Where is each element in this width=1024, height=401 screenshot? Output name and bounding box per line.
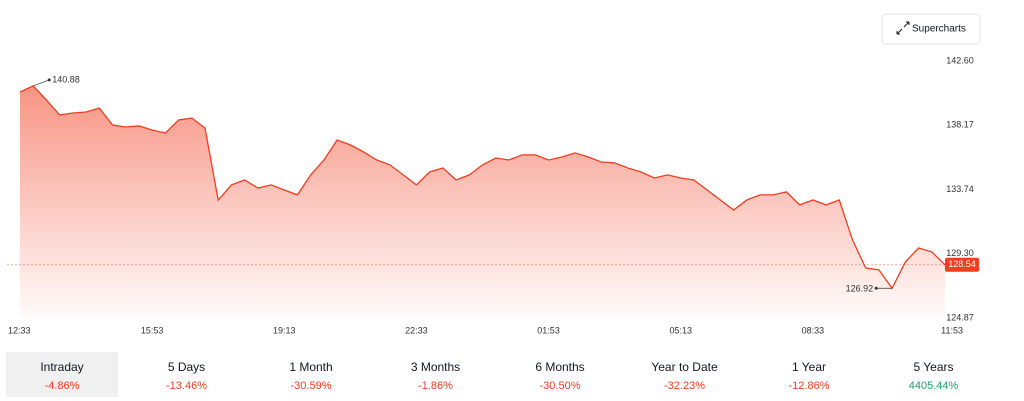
tab-label: 1 Year bbox=[792, 360, 826, 374]
x-tick-label: 22:33 bbox=[405, 325, 428, 335]
tab-change: 4405.44% bbox=[909, 380, 959, 392]
tab-change: -30.59% bbox=[291, 380, 332, 392]
x-tick-label: 12:33 bbox=[8, 325, 31, 335]
tab-change: -30.50% bbox=[540, 380, 581, 392]
tab-label: 1 Month bbox=[289, 360, 332, 374]
last-price-box bbox=[945, 257, 979, 272]
x-tick-label: 05:13 bbox=[669, 325, 692, 335]
tab-change: -13.46% bbox=[166, 380, 207, 392]
y-tick-label: 129.30 bbox=[946, 248, 974, 258]
x-tick-label: 01:53 bbox=[537, 325, 560, 335]
tab-change: -4.86% bbox=[45, 380, 80, 392]
area-fill bbox=[20, 85, 945, 319]
high-label: 140.88 bbox=[52, 74, 80, 84]
tab-label: 6 Months bbox=[535, 360, 584, 374]
tab-label: 5 Years bbox=[913, 360, 953, 374]
button-label: Supercharts bbox=[912, 24, 966, 35]
expand-icon bbox=[896, 21, 910, 35]
x-tick-label: 15:53 bbox=[141, 325, 164, 335]
tab-label: Intraday bbox=[40, 360, 83, 374]
x-tick-label: 08:33 bbox=[802, 325, 825, 335]
tab-label: 3 Months bbox=[411, 360, 460, 374]
tab-change: -32.23% bbox=[664, 380, 705, 392]
period-tab[interactable] bbox=[6, 352, 118, 397]
y-tick-label: 142.60 bbox=[946, 55, 974, 65]
price-line bbox=[19, 85, 946, 290]
y-tick-label: 138.17 bbox=[946, 120, 974, 130]
high-marker bbox=[47, 78, 51, 82]
y-tick-label: 133.74 bbox=[946, 184, 974, 194]
tab-label: 5 Days bbox=[168, 360, 205, 374]
tab-change: -1.86% bbox=[418, 380, 453, 392]
y-tick-label: 124.87 bbox=[946, 312, 974, 322]
low-label: 126.92 bbox=[846, 284, 874, 294]
low-marker bbox=[874, 286, 878, 290]
x-tick-label: 19:13 bbox=[273, 325, 296, 335]
x-tick-label: 11:53 bbox=[941, 325, 963, 335]
tab-change: -12.86% bbox=[789, 380, 830, 392]
tab-label: Year to Date bbox=[651, 360, 718, 374]
high-leader bbox=[33, 79, 50, 87]
last-price-label: 128.54 bbox=[948, 259, 976, 269]
